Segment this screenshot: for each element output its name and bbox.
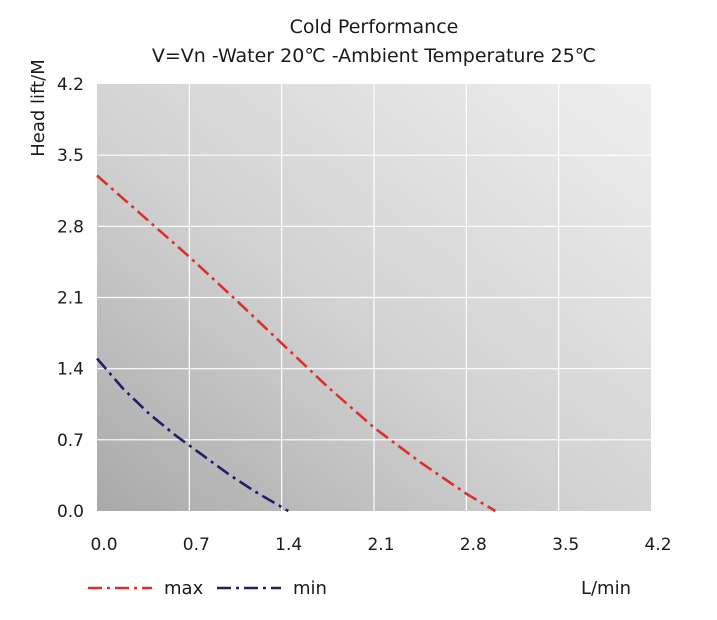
y-tick-label: 0.7 (57, 431, 84, 451)
y-tick-labels: 0.0 0.7 1.4 2.1 2.8 3.5 4.2 (57, 75, 84, 522)
y-axis-label: Head lift/M (28, 59, 49, 156)
series-line-max (96, 174, 497, 513)
y-tick-label: 3.5 (57, 146, 84, 166)
y-tick-label: 0.0 (57, 502, 84, 522)
y-tick-label: 1.4 (57, 360, 84, 380)
x-tick-label: 4.2 (644, 535, 671, 555)
x-tick-label: 0.7 (183, 535, 210, 555)
x-tick-label: 3.5 (552, 535, 579, 555)
legend-label-min: min (293, 578, 327, 599)
series-line-min (96, 357, 289, 513)
x-tick-label: 2.1 (367, 535, 394, 555)
legend: max min (88, 578, 327, 599)
x-tick-label: 0.0 (90, 535, 117, 555)
x-tick-label: 1.4 (275, 535, 302, 555)
y-tick-label: 2.1 (57, 289, 84, 309)
chart-title: Cold Performance (290, 16, 459, 38)
series-group (96, 174, 497, 513)
y-tick-label: 2.8 (57, 217, 84, 237)
x-axis-label: L/min (581, 578, 631, 599)
x-tick-labels: 0.0 0.7 1.4 2.1 2.8 3.5 4.2 (90, 535, 671, 555)
legend-label-max: max (164, 578, 204, 599)
y-tick-label: 4.2 (57, 75, 84, 95)
gridlines (97, 84, 651, 511)
x-tick-label: 2.8 (460, 535, 487, 555)
chart-subtitle: V=Vn -Water 20℃ -Ambient Temperature 25℃ (152, 45, 596, 67)
